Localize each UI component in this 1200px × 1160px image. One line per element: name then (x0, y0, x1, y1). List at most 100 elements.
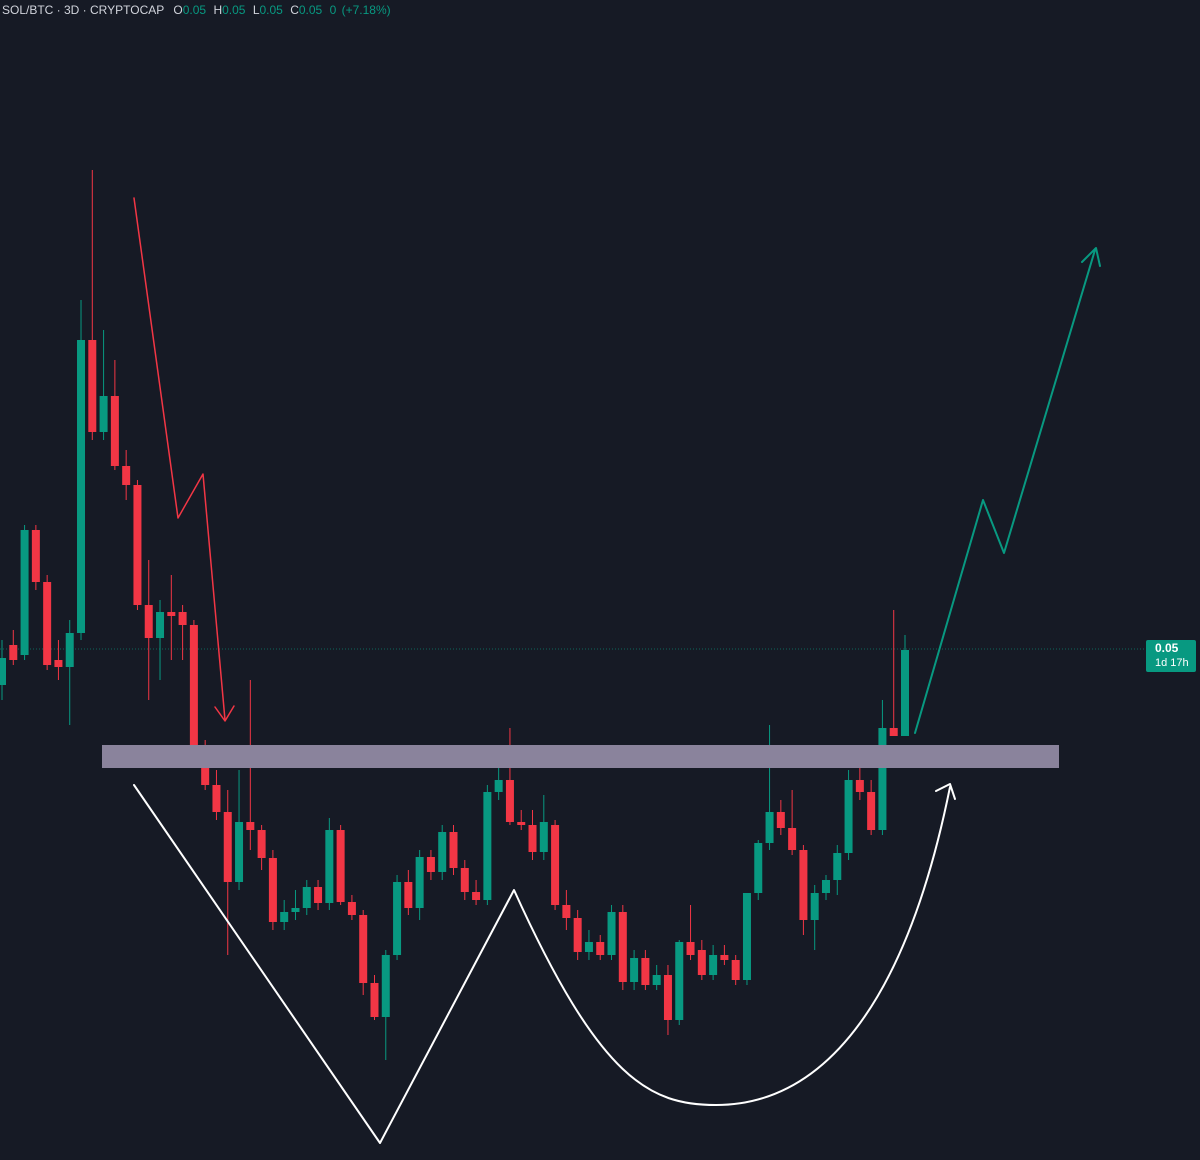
candle-body (709, 955, 718, 975)
candle-body (381, 955, 390, 1017)
candle-body (833, 853, 842, 880)
candle-body (731, 960, 740, 980)
candle-body (257, 830, 266, 858)
ohlc-value: 0.05 (260, 3, 284, 17)
candle-body (528, 825, 537, 852)
candle-body (697, 950, 706, 975)
countdown: 1d 17h (1155, 657, 1189, 669)
candle-body (460, 868, 469, 892)
candle-body (156, 612, 165, 638)
candle-body (867, 792, 876, 830)
candle-body (810, 893, 819, 920)
candle-body (889, 728, 898, 736)
candle-body (641, 958, 650, 985)
candle-body (144, 605, 153, 638)
candle-body (449, 832, 458, 868)
candle-body (754, 843, 763, 893)
drawings (133, 197, 1101, 1144)
candle-body (505, 780, 514, 822)
resistance-zone (102, 745, 1059, 768)
arrow-head (1081, 247, 1101, 267)
candle-body (472, 892, 481, 900)
ohlc-value: 0.05 (299, 3, 323, 17)
candle-body (776, 812, 785, 828)
candle-body (675, 942, 684, 1020)
candle-body (280, 912, 289, 922)
candle-body (426, 857, 435, 872)
candle-body (20, 530, 29, 655)
symbol: SOL/BTC · 3D · CRYPTOCAP (2, 3, 164, 17)
candle-body (314, 887, 323, 903)
candle-body (178, 612, 187, 625)
candle-body (630, 958, 639, 982)
candle-body (31, 530, 40, 582)
candle-body (821, 880, 830, 893)
candle-body (77, 340, 86, 633)
candle-body (584, 942, 593, 952)
candle-body (663, 975, 672, 1020)
candle-body (291, 908, 300, 912)
candle-body (517, 822, 526, 825)
candle-body (483, 792, 492, 900)
last-price-label: 0.05 (1155, 641, 1179, 655)
candle-body (246, 822, 255, 830)
candle-body (122, 466, 131, 485)
ohlc-key: H (213, 3, 222, 17)
candle-body (133, 485, 142, 605)
candle-body (551, 825, 560, 905)
candle-body (494, 780, 503, 792)
candle-body (212, 785, 221, 812)
target-arrow (914, 249, 1096, 734)
candle-body (99, 396, 108, 432)
candle-body (268, 858, 277, 922)
candle-body (878, 728, 887, 830)
candle-body (370, 983, 379, 1017)
arrow-head (214, 705, 235, 722)
candle-body (855, 780, 864, 792)
candle-body (404, 882, 413, 908)
candle-body (765, 812, 774, 843)
candle-body (0, 658, 6, 685)
arrow-head (935, 783, 956, 800)
candle-body (742, 893, 751, 980)
candle-body (88, 340, 97, 432)
candle-body (235, 822, 244, 882)
header: SOL/BTC · 3D · CRYPTOCAP O0.05 H0.05 L0.… (2, 3, 391, 17)
ohlc-key: O (173, 3, 182, 17)
candles (0, 170, 909, 1060)
candle-body (686, 942, 695, 955)
candle-body (347, 902, 356, 915)
down-arrow (133, 197, 226, 721)
candle-body (415, 857, 424, 908)
price-label-box (1146, 640, 1196, 672)
change: 0 (330, 3, 337, 17)
candle-body (325, 830, 334, 903)
candle-body (54, 660, 63, 667)
ohlc-key: L (253, 3, 260, 17)
candle-body (189, 625, 198, 745)
candle-body (562, 905, 571, 918)
pattern-line (133, 784, 951, 1144)
candle-body (359, 915, 368, 983)
candle-body (573, 918, 582, 952)
candle-body (799, 850, 808, 920)
candle-body (110, 396, 119, 466)
ohlc-value: 0.05 (183, 3, 207, 17)
candle-body (223, 812, 232, 882)
candle-body (65, 633, 74, 667)
ohlc-key: C (290, 3, 299, 17)
candle-body (438, 832, 447, 872)
candle-body (393, 882, 402, 955)
price-tag: 0.05 1d 17h (1146, 640, 1196, 672)
candle-body (43, 582, 52, 665)
candle-body (539, 822, 548, 852)
ohlc-value: 0.05 (222, 3, 246, 17)
candle-body (844, 780, 853, 853)
change-pct: (+7.18%) (342, 3, 391, 17)
candle-body (901, 650, 909, 736)
candle-body (596, 942, 605, 955)
candle-body (302, 887, 311, 908)
